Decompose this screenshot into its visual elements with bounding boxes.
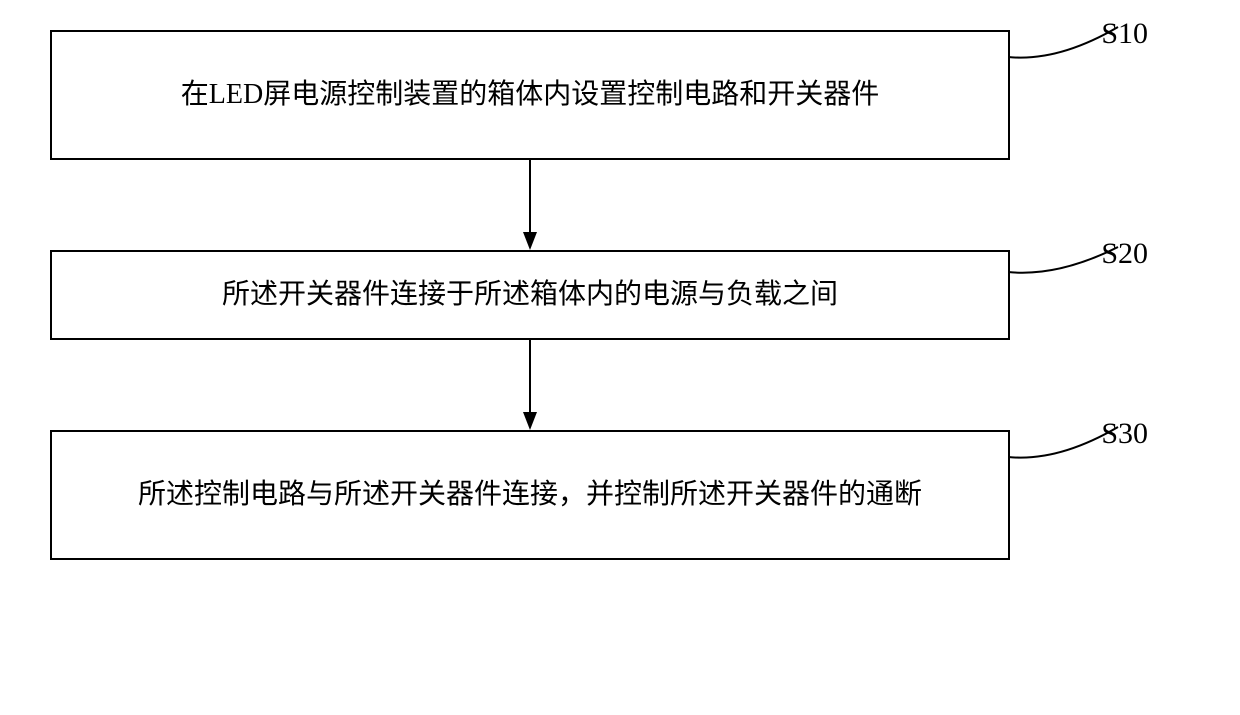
flowchart-container: 在LED屏电源控制装置的箱体内设置控制电路和开关器件 S10 所述开关器件连接于… [50, 30, 1190, 560]
step-1-text: 在LED屏电源控制装置的箱体内设置控制电路和开关器件 [181, 73, 879, 118]
arrow-2-to-3 [50, 340, 1010, 430]
step-2-label: S20 [1101, 237, 1148, 271]
arrow-down-icon [515, 160, 545, 250]
step-1-label: S10 [1101, 17, 1148, 51]
flowchart-step-3: 所述控制电路与所述开关器件连接，并控制所述开关器件的通断 S30 [50, 430, 1010, 560]
arrow-1-to-2 [50, 160, 1010, 250]
step-3-label: S30 [1101, 417, 1148, 451]
step-3-text: 所述控制电路与所述开关器件连接，并控制所述开关器件的通断 [138, 473, 922, 518]
step-2-text: 所述开关器件连接于所述箱体内的电源与负载之间 [222, 273, 838, 318]
flowchart-step-2: 所述开关器件连接于所述箱体内的电源与负载之间 S20 [50, 250, 1010, 340]
flowchart-step-1: 在LED屏电源控制装置的箱体内设置控制电路和开关器件 S10 [50, 30, 1010, 160]
arrow-down-icon [515, 340, 545, 430]
